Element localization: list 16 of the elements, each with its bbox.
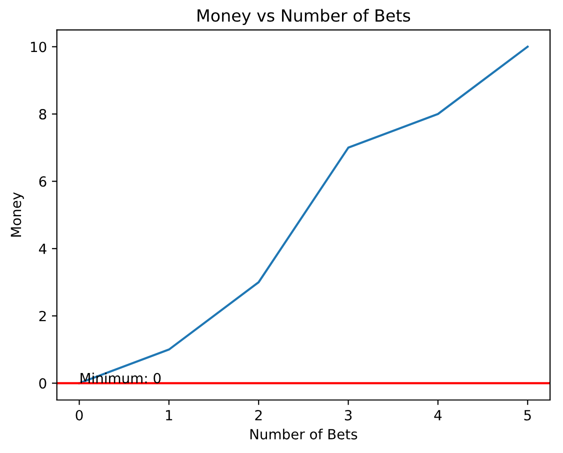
x-tick-label: 0 <box>76 410 83 420</box>
x-tick-label: 4 <box>434 410 442 420</box>
y-tick-label: 2 <box>39 310 46 322</box>
x-tick-label: 3 <box>344 410 352 420</box>
x-tick-label: 2 <box>255 410 262 420</box>
y-tick-label: 6 <box>39 176 46 187</box>
x-tick-label: 1 <box>166 410 172 420</box>
y-tick-label: 10 <box>30 42 46 52</box>
y-tick-label: 4 <box>38 244 46 254</box>
y-tick-label: 8 <box>39 108 46 120</box>
x-tick-label: 5 <box>524 410 531 420</box>
y-tick-label: 0 <box>39 378 46 389</box>
x-axis-title: Number of Bets <box>250 428 358 440</box>
line-series <box>78 46 529 384</box>
chart-title: Money vs Number of Bets <box>198 8 410 26</box>
y-axis-title: Money <box>10 192 24 237</box>
